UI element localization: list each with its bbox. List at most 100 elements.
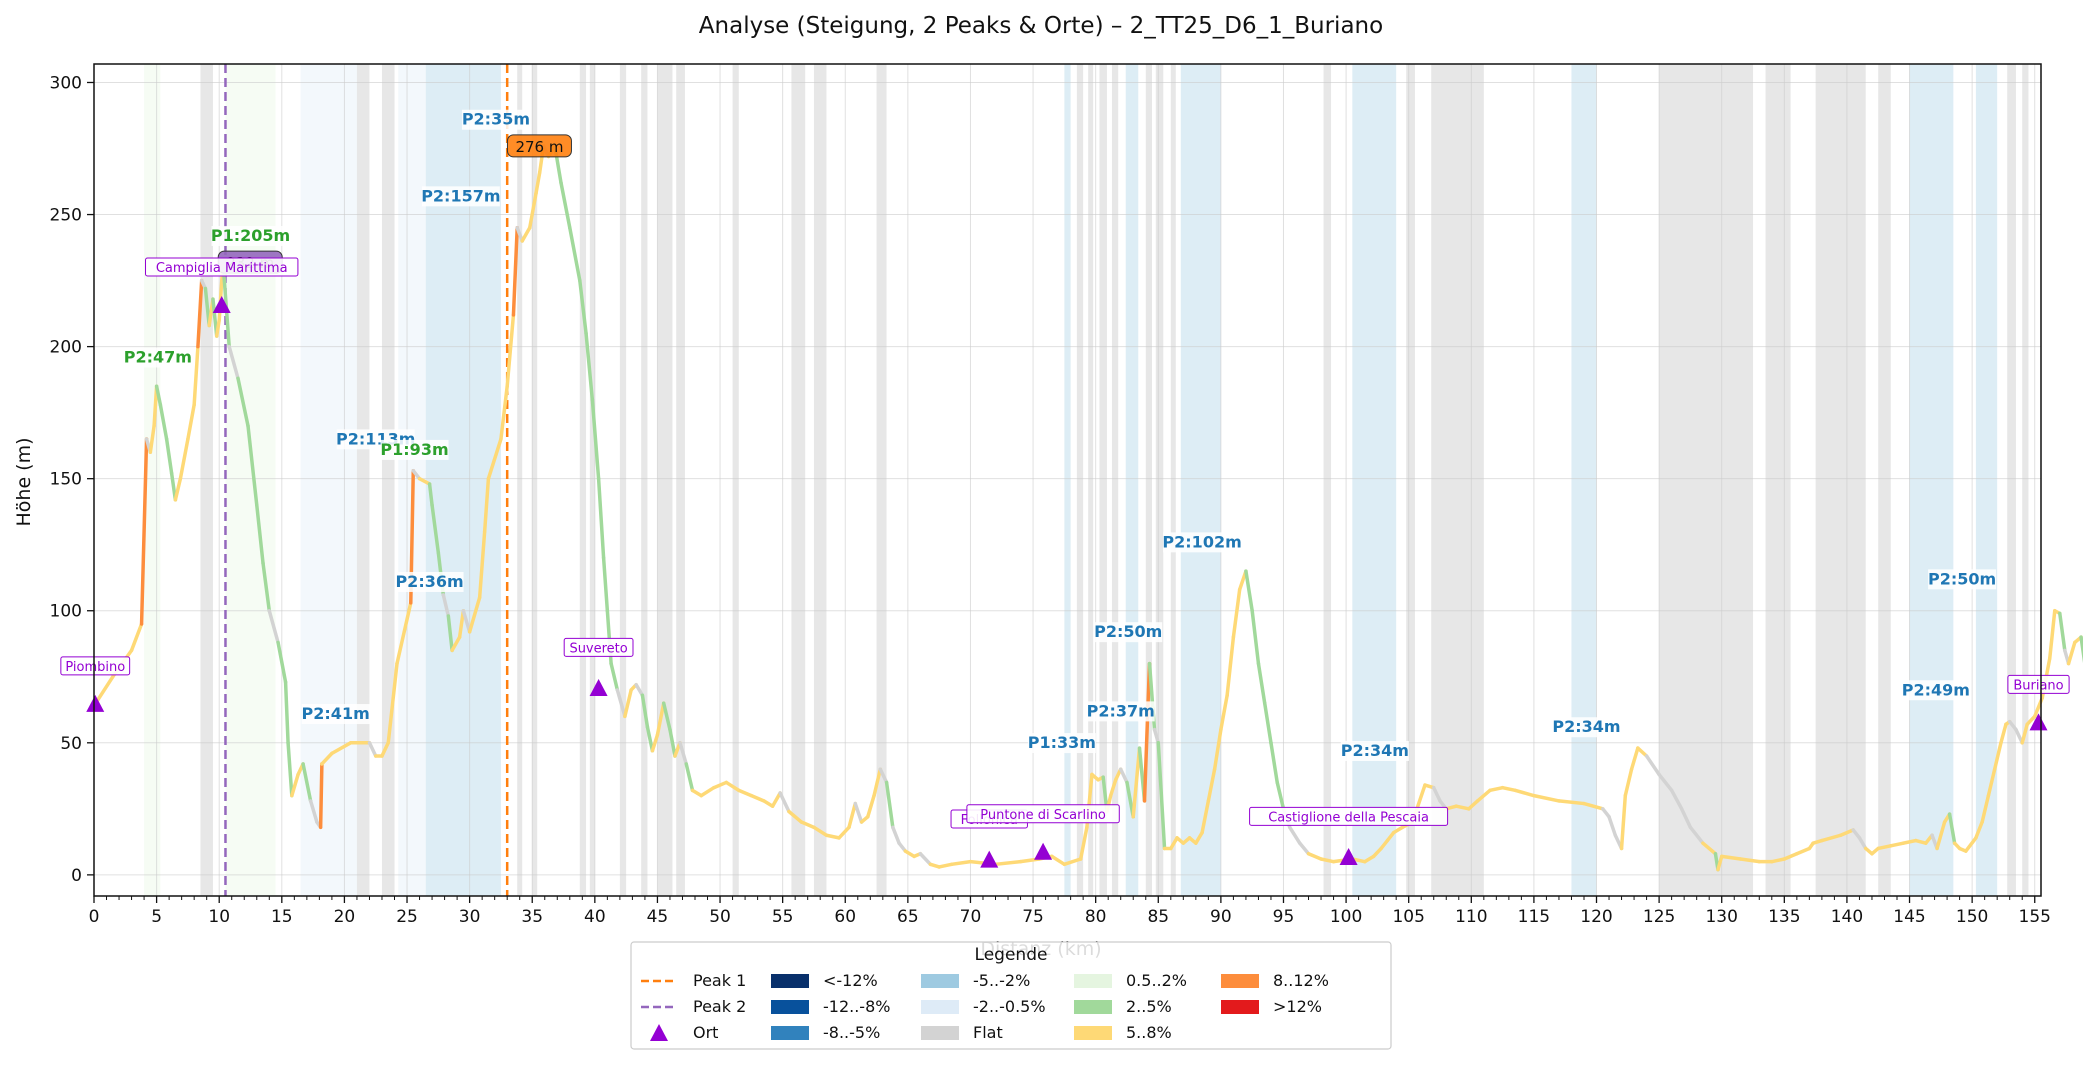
gradient-band xyxy=(1765,64,1791,896)
place-label-box xyxy=(145,257,299,277)
x-tick-label: 20 xyxy=(334,907,356,927)
legend-swatch xyxy=(921,1026,959,1040)
climb-label-text: P1:93m xyxy=(380,440,448,459)
gradient-band xyxy=(1815,64,1866,896)
profile-segment xyxy=(318,762,324,830)
profile-segment xyxy=(520,226,532,243)
place-marker: Castiglione della Pescaia xyxy=(1249,806,1449,866)
legend-item: Peak 2 xyxy=(641,997,746,1016)
profile-segment xyxy=(949,859,973,867)
x-tick-label: 110 xyxy=(1455,907,1487,927)
profile-segment xyxy=(1118,767,1129,785)
climb-label-bg xyxy=(461,109,530,130)
gradient-band xyxy=(381,64,395,896)
profile-segment xyxy=(837,825,851,840)
profile-segment xyxy=(267,608,280,645)
climb-label-bg xyxy=(395,571,464,592)
x-tick-label: 70 xyxy=(960,907,982,927)
profile-segment xyxy=(1050,854,1067,867)
profile-segment xyxy=(993,859,1023,867)
x-tick-label: 125 xyxy=(1643,907,1675,927)
legend-label: -8..-5% xyxy=(823,1023,880,1042)
gradient-band xyxy=(1323,64,1332,896)
gradient-band xyxy=(1170,64,1176,896)
gradient-band xyxy=(1155,64,1164,896)
profile-segment xyxy=(367,741,378,758)
profile-segment xyxy=(450,635,462,653)
profile-segment xyxy=(1992,741,2003,771)
legend-swatch xyxy=(1074,974,1112,988)
profile-segment xyxy=(1629,746,1640,771)
axes: 0 5 10 15 20 25 30 35 40 45 50 55 60 65 70 75 80 85 90 95 10… xyxy=(50,63,2051,927)
axes-frame xyxy=(93,63,2042,897)
profile-segment xyxy=(891,825,901,845)
profile-segment xyxy=(609,661,620,692)
peak-lines xyxy=(224,64,509,896)
y-tick-label: 250 xyxy=(50,206,82,226)
gradient-band xyxy=(813,64,827,896)
profile-segment xyxy=(1532,793,1561,803)
legend-item: 5..8% xyxy=(1074,1023,1172,1042)
profile-segment xyxy=(1999,722,2008,745)
profile-segment xyxy=(446,614,454,653)
profile-segment xyxy=(778,791,791,814)
legend-swatch xyxy=(771,1000,809,1014)
profile-segment xyxy=(799,820,816,830)
profile-segment xyxy=(1231,587,1242,639)
profile-segment xyxy=(330,741,353,756)
place-triangle xyxy=(1339,848,1358,866)
profile-segment xyxy=(486,437,503,481)
profile-segment xyxy=(255,503,265,565)
profile-segment xyxy=(129,622,144,653)
place-triangle xyxy=(212,295,231,313)
legend-item: Ort xyxy=(650,1023,718,1042)
profile-segment xyxy=(699,785,716,798)
gradient-band xyxy=(676,64,685,896)
profile-segment xyxy=(787,809,804,824)
climb-labels: P2:47mP1:205mP2:113mP1:93mP2:36mP2:41mP2… xyxy=(124,109,1996,762)
climb-label: P2:49m xyxy=(1901,680,1970,701)
chart-title: Analyse (Steigung, 2 Peaks & Orte) – 2_T… xyxy=(699,13,1383,39)
profile-segment xyxy=(1200,799,1211,835)
profile-segment xyxy=(1262,701,1273,745)
legend-label: Peak 2 xyxy=(693,997,746,1016)
legend-swatch xyxy=(1074,1026,1112,1040)
profile-segment xyxy=(1225,635,1236,698)
place-label-box xyxy=(1249,806,1449,826)
climb-label-bg xyxy=(1901,680,1970,701)
climb-label: P1:33m xyxy=(1028,733,1096,754)
profile-segment xyxy=(1250,608,1261,666)
gradient-band xyxy=(1431,64,1440,896)
profile-segment xyxy=(1619,793,1628,851)
profile-segment xyxy=(1371,846,1383,859)
profile-segment xyxy=(441,593,451,618)
x-tick-label: 50 xyxy=(709,907,731,927)
x-tick-label: 135 xyxy=(1768,907,1800,927)
climb-label-bg xyxy=(1094,622,1163,643)
profile-segment xyxy=(1986,767,1997,798)
profile-segment xyxy=(1219,693,1229,732)
profile-segment xyxy=(1688,825,1705,845)
profile-segment xyxy=(1256,661,1267,705)
legend-item: -12..-8% xyxy=(771,997,890,1016)
profile-segment xyxy=(918,851,933,867)
profile-segment xyxy=(1636,746,1649,758)
gradient-band xyxy=(356,64,370,896)
climb-label: P2:35m xyxy=(461,109,530,130)
profile-segment xyxy=(417,476,432,486)
gradient-band xyxy=(2007,64,2016,896)
climb-label: P2:41m xyxy=(302,704,370,725)
profile-segment xyxy=(623,688,633,719)
place-marker: Suvereto xyxy=(563,637,634,696)
profile-segment xyxy=(590,397,601,481)
legend-label: 2..5% xyxy=(1126,997,1172,1016)
profile-segment xyxy=(812,825,829,838)
profile-segment xyxy=(164,437,174,476)
gradient-band xyxy=(657,64,673,896)
legend-swatch xyxy=(1074,1000,1112,1014)
legend-label: 8..12% xyxy=(1273,971,1329,990)
profile-segment xyxy=(173,476,183,502)
gradient-band xyxy=(1145,64,1153,896)
profile-segment xyxy=(515,226,524,243)
profile-segment xyxy=(1738,857,1762,864)
